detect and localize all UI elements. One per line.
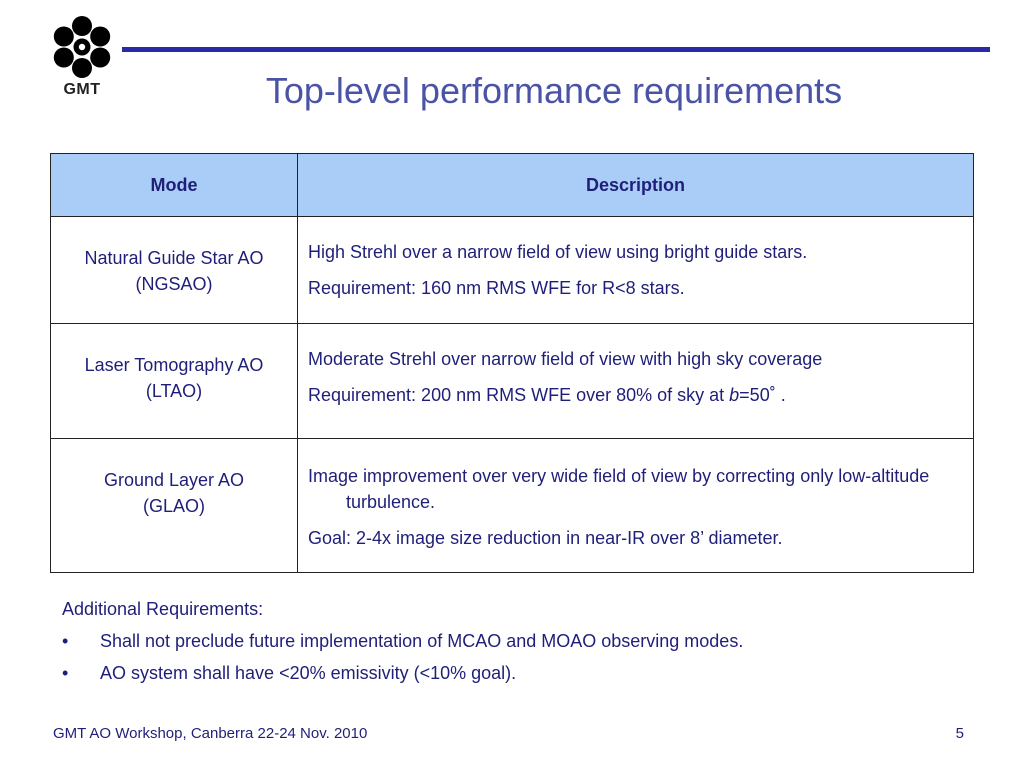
mode-name: Natural Guide Star AO [84,248,264,268]
table-row: Natural Guide Star AO (NGSAO) High Streh… [50,216,974,324]
mode-name: Ground Layer AO [103,470,245,490]
mode-name: Laser Tomography AO [84,355,264,375]
description-line: High Strehl over a narrow field of view … [308,242,808,262]
mode-cell: Ground Layer AO (GLAO) [50,438,298,573]
requirements-table: Mode Description Natural Guide Star AO (… [50,153,974,573]
requirement-line: Requirement: 160 nm RMS WFE for R<8 star… [308,278,685,298]
table-header-row: Mode Description [50,153,974,217]
list-item-text: Shall not preclude future implementation… [100,631,744,651]
header-mode: Mode [50,153,298,217]
page-number: 5 [955,725,964,742]
mode-abbrev: (LTAO) [145,381,203,401]
description-line: Image improvement over very wide field o… [308,466,930,512]
list-item-text: AO system shall have <20% emissivity (<1… [100,663,517,683]
list-item: • AO system shall have <20% emissivity (… [62,660,743,686]
table-row: Ground Layer AO (GLAO) Image improvement… [50,438,974,573]
latitude-symbol: b [729,385,740,405]
list-item: • Shall not preclude future implementati… [62,628,743,654]
description-cell: High Strehl over a narrow field of view … [297,216,974,324]
title-rule [122,47,990,52]
bullet-icon: • [62,663,69,683]
bullet-icon: • [62,631,69,651]
header-description: Description [297,153,974,217]
description-cell: Image improvement over very wide field o… [297,438,974,573]
logo-text: GMT [63,81,101,98]
mode-abbrev: (NGSAO) [135,274,213,294]
additional-heading: Additional Requirements: [62,599,264,619]
table-row: Laser Tomography AO (LTAO) Moderate Stre… [50,323,974,439]
description-line: Moderate Strehl over narrow field of vie… [308,349,823,369]
goal-line: Goal: 2-4x image size reduction in near-… [308,528,783,548]
mode-cell: Natural Guide Star AO (NGSAO) [50,216,298,324]
gmt-logo: GMT [50,15,114,105]
description-cell: Moderate Strehl over narrow field of vie… [297,323,974,439]
requirement-text: Requirement: 200 nm RMS WFE over 80% of … [308,385,730,405]
mode-abbrev: (GLAO) [142,496,205,516]
footer-text: GMT AO Workshop, Canberra 22-24 Nov. 201… [53,725,368,742]
additional-requirements: Additional Requirements: • Shall not pre… [62,596,743,692]
gmt-logo-mirrors-icon [53,16,111,78]
requirement-line: Requirement: 200 nm RMS WFE over 80% of … [308,382,963,408]
latitude-value: =50˚ . [739,385,786,405]
mode-cell: Laser Tomography AO (LTAO) [50,323,298,439]
slide-title: Top-level performance requirements [265,70,843,111]
